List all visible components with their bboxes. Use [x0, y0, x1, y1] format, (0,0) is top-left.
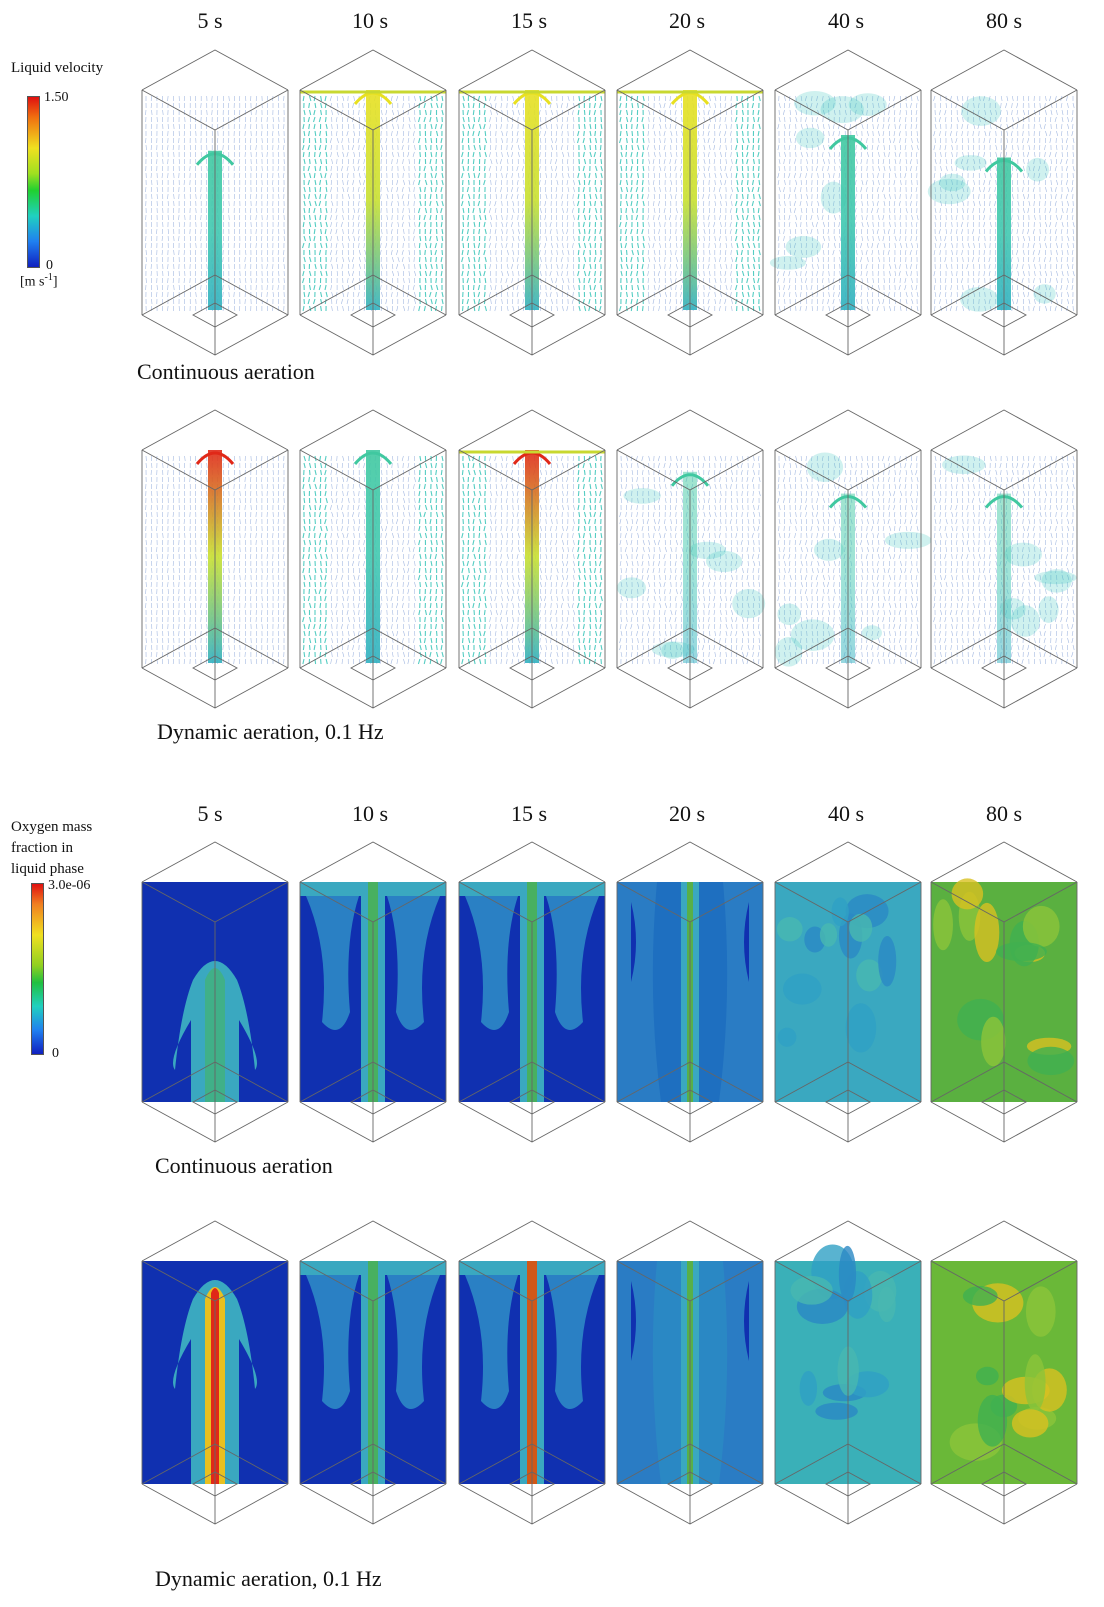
time-label-v-1: 5 s	[197, 8, 223, 33]
contour-regions	[790, 1244, 897, 1420]
time-label-v-3: 15 s	[510, 8, 548, 33]
velocity-panel-1-5	[769, 49, 922, 356]
contour-regions	[949, 1283, 1067, 1461]
time-label-o-6: 80 s	[985, 801, 1023, 826]
oxygen-panel-2-1	[141, 1220, 289, 1525]
velocity-panel-2-4	[616, 409, 766, 709]
time-label-o-3: 15 s	[510, 801, 548, 826]
velocity-panel-2-1	[141, 409, 289, 709]
oxygen-legend-title-line-1: Oxygen mass	[11, 819, 93, 835]
vector-field	[933, 455, 1077, 665]
vector-field	[302, 455, 445, 665]
oxygen-row-1	[141, 841, 1078, 1143]
velocity-colorbar	[27, 96, 40, 268]
oxygen-panel-1-1	[141, 841, 289, 1143]
oxygen-frame-2-6	[930, 1220, 1078, 1525]
oxygen-row-label-dynamic: Dynamic aeration, 0.1 Hz	[155, 1566, 382, 1591]
velocity-min-label: 0	[46, 258, 53, 273]
velocity-frame-2-1	[141, 409, 289, 709]
oxygen-legend-title-line-3: liquid phase	[11, 861, 84, 877]
oxygen-frame-1-5	[774, 841, 922, 1143]
velocity-max-label: 1.50	[44, 90, 69, 105]
oxygen-frame-2-3	[458, 1220, 606, 1525]
contour-regions	[933, 878, 1075, 1076]
velocity-panel-2-2	[299, 409, 447, 709]
velocity-panel-2-6	[930, 409, 1078, 709]
velocity-panels	[141, 49, 1078, 709]
oxygen-panel-1-5	[774, 841, 922, 1143]
oxygen-colorbar	[31, 883, 44, 1055]
vector-field	[927, 95, 1075, 312]
oxygen-panel-2-3	[458, 1220, 606, 1525]
velocity-panel-1-3	[458, 49, 606, 356]
oxygen-panel-1-4	[616, 841, 764, 1143]
oxygen-panel-2-6	[930, 1220, 1078, 1525]
time-label-v-2: 10 s	[351, 8, 389, 33]
velocity-panel-2-5	[774, 409, 932, 709]
oxygen-panel-2-2	[299, 1220, 447, 1525]
velocity-frame-2-3	[458, 409, 606, 709]
oxygen-frame-2-2	[299, 1220, 447, 1525]
oxygen-panel-2-5	[774, 1220, 922, 1525]
oxygen-frame-1-6	[930, 841, 1078, 1143]
oxygen-row-label-continuous: Continuous aeration	[155, 1153, 333, 1178]
time-label-v-6: 80 s	[985, 8, 1023, 33]
velocity-frame-1-3	[458, 49, 606, 356]
oxygen-row-2	[141, 1220, 1078, 1525]
oxygen-frame-1-4	[616, 841, 764, 1143]
vector-field	[769, 91, 919, 312]
velocity-frame-2-6	[930, 409, 1078, 709]
oxygen-panel-2-4	[616, 1220, 764, 1525]
time-label-v-5: 40 s	[827, 8, 865, 33]
oxygen-legend-title-line-2: fraction in	[11, 840, 74, 856]
oxygen-panel-1-3	[458, 841, 606, 1143]
vector-field	[301, 95, 444, 312]
velocity-unit-label: [m s-1]	[20, 272, 58, 290]
vector-field	[774, 452, 932, 667]
time-label-o-5: 40 s	[827, 801, 865, 826]
velocity-frame-1-5	[774, 49, 922, 356]
oxygen-frame-1-2	[299, 841, 447, 1143]
velocity-frame-2-5	[774, 409, 922, 709]
oxygen-min-label: 0	[52, 1046, 59, 1061]
velocity-frame-1-2	[299, 49, 447, 356]
velocity-panel-1-2	[299, 49, 447, 356]
oxygen-frame-1-1	[141, 841, 289, 1143]
velocity-panel-1-4	[616, 49, 764, 356]
oxygen-max-label: 3.0e-06	[48, 878, 91, 893]
oxygen-frame-1-3	[458, 841, 606, 1143]
vector-field	[145, 455, 285, 665]
velocity-legend-title: Liquid velocity	[11, 60, 104, 76]
time-label-o-4: 20 s	[668, 801, 706, 826]
oxygen-panels	[141, 841, 1078, 1525]
time-label-o-2: 10 s	[351, 801, 389, 826]
vector-field	[145, 95, 285, 312]
oxygen-frame-2-1	[141, 1220, 289, 1525]
velocity-row-label-dynamic: Dynamic aeration, 0.1 Hz	[157, 719, 384, 744]
oxygen-frame-2-5	[774, 1220, 922, 1525]
velocity-row-1	[141, 49, 1078, 356]
velocity-frame-1-4	[616, 49, 764, 356]
oxygen-panel-1-6	[930, 841, 1078, 1143]
velocity-frame-1-6	[930, 49, 1078, 356]
velocity-panel-2-3	[458, 409, 606, 709]
oxygen-panel-1-2	[299, 841, 447, 1143]
time-label-o-1: 5 s	[197, 801, 223, 826]
velocity-panel-1-6	[927, 49, 1078, 356]
velocity-panel-1-1	[141, 49, 289, 356]
velocity-row-label-continuous: Continuous aeration	[137, 359, 315, 384]
time-label-v-4: 20 s	[668, 8, 706, 33]
velocity-frame-2-2	[299, 409, 447, 709]
velocity-row-2	[141, 409, 1078, 709]
velocity-frame-2-4	[616, 409, 764, 709]
oxygen-frame-2-4	[616, 1220, 764, 1525]
velocity-frame-1-1	[141, 49, 289, 356]
contour-regions	[776, 894, 897, 1053]
